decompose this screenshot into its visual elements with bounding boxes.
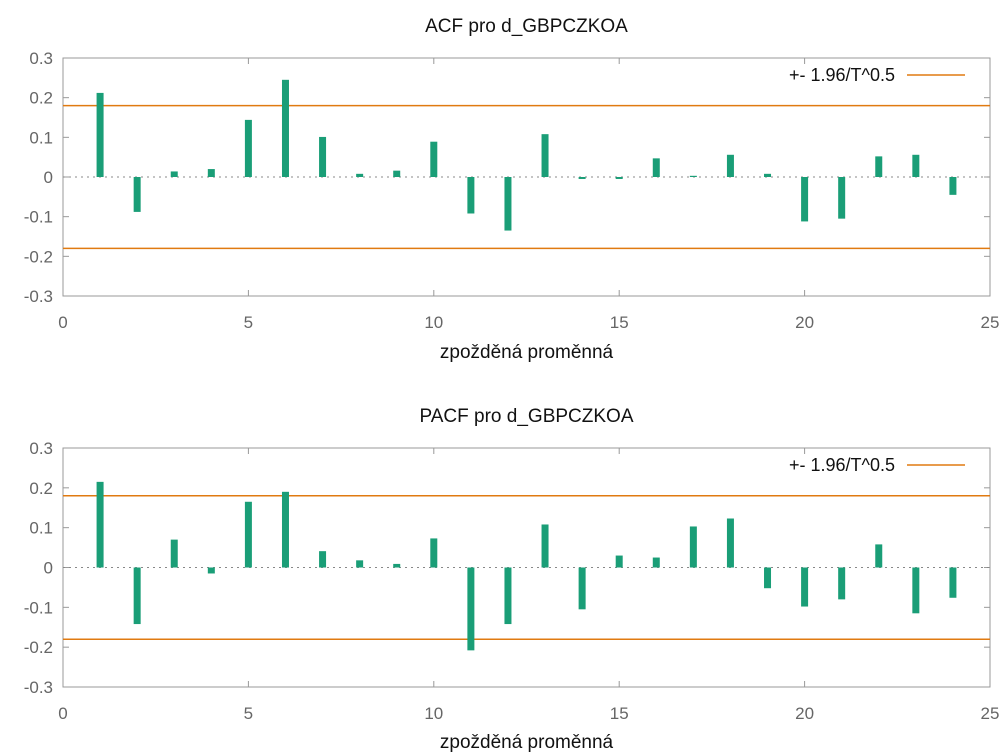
pacf-bar-lag-13	[541, 524, 549, 568]
acf-y-tick-label: 0	[44, 168, 53, 187]
acf-bar-lag-12	[504, 177, 512, 231]
pacf-bar-lag-8	[356, 560, 364, 568]
acf-bar-lag-9	[393, 170, 401, 177]
acf-bar-lag-3	[170, 171, 178, 177]
acf-bar-lag-10	[430, 141, 438, 177]
acf-x-tick-label: 0	[58, 313, 67, 332]
acf-bar-lag-4	[207, 169, 215, 177]
pacf-bar-lag-20	[801, 567, 809, 607]
acf-x-tick-label: 15	[610, 313, 629, 332]
acf-bar-lag-13	[541, 134, 549, 177]
acf-bar-lag-16	[652, 158, 660, 177]
acf-bar-lag-14	[578, 177, 586, 179]
pacf-panel: PACF pro d_GBPCZKOA 0.3 0.2 0.1 0 -0.1 -0.2 -0.…	[24, 406, 1000, 753]
acf-legend-label: +- 1.96/T^0.5	[789, 65, 895, 85]
acf-y-tick-label: 0.1	[29, 128, 53, 147]
pacf-bar-lag-2	[133, 567, 141, 625]
pacf-y-tick-label: 0.3	[29, 439, 53, 458]
pacf-bar-lag-4	[207, 567, 215, 574]
pacf-y-tick-label: -0.1	[24, 598, 53, 617]
pacf-y-tick-label: -0.3	[24, 678, 53, 697]
acf-x-tick-label: 20	[795, 313, 814, 332]
acf-bar-lag-21	[838, 177, 846, 219]
acf-y-tick-label: 0.2	[29, 89, 53, 108]
pacf-bar-lag-22	[875, 544, 883, 568]
pacf-chart-title: PACF pro d_GBPCZKOA	[420, 406, 634, 427]
pacf-bar-lag-10	[430, 538, 438, 568]
acf-y-tick-label: -0.2	[24, 247, 53, 266]
acf-x-axis-label: zpožděná proměnná	[440, 342, 614, 363]
pacf-bar-lag-6	[281, 491, 289, 568]
acf-bar-lag-15	[615, 177, 623, 179]
pacf-bar-lag-18	[726, 518, 734, 568]
acf-y-tick-label: -0.3	[24, 287, 53, 306]
acf-chart-title: ACF pro d_GBPCZKOA	[425, 16, 628, 37]
acf-bar-lag-19	[764, 173, 772, 177]
acf-x-tick-label: 25	[981, 313, 1000, 332]
pacf-x-tick-label: 20	[795, 704, 814, 723]
pacf-bar-lag-14	[578, 567, 586, 610]
pacf-bar-lag-15	[615, 555, 623, 568]
pacf-bar-lag-17	[689, 526, 697, 568]
pacf-x-tick-label: 15	[610, 704, 629, 723]
acf-x-tick-label: 5	[244, 313, 253, 332]
pacf-bar-lag-7	[319, 551, 327, 568]
pacf-x-tick-label: 0	[58, 704, 67, 723]
pacf-bar-lag-3	[170, 539, 178, 568]
pacf-bar-lag-5	[244, 501, 252, 568]
acf-bar-lag-17	[689, 175, 697, 177]
pacf-y-tick-label: -0.2	[24, 638, 53, 657]
acf-bar-lag-20	[801, 177, 809, 222]
pacf-bar-lag-19	[764, 567, 772, 589]
acf-bar-lag-1	[96, 92, 104, 177]
pacf-y-tick-label: 0.1	[29, 519, 53, 538]
pacf-y-tick-label: 0.2	[29, 479, 53, 498]
pacf-x-tick-label: 10	[424, 704, 443, 723]
acf-bar-lag-7	[319, 136, 327, 177]
pacf-legend-label: +- 1.96/T^0.5	[789, 455, 895, 475]
acf-y-tick-label: -0.1	[24, 208, 53, 227]
acf-bar-lag-18	[726, 154, 734, 177]
pacf-y-tick-label: 0	[44, 559, 53, 578]
pacf-x-tick-label: 25	[981, 704, 1000, 723]
acf-bar-lag-23	[912, 154, 920, 177]
acf-bar-lag-6	[281, 79, 289, 177]
pacf-bar-lag-12	[504, 567, 512, 625]
pacf-x-tick-label: 5	[244, 704, 253, 723]
pacf-bar-lag-1	[96, 481, 104, 568]
acf-bar-lag-2	[133, 177, 141, 212]
acf-bar-lag-11	[467, 177, 475, 214]
acf-bar-lag-24	[949, 177, 957, 195]
acf-x-tick-label: 10	[424, 313, 443, 332]
acf-y-tick-label: 0.3	[29, 49, 53, 68]
acf-bar-lag-22	[875, 156, 883, 177]
pacf-x-axis-label: zpožděná proměnná	[440, 732, 614, 753]
pacf-bar-lag-21	[838, 567, 846, 600]
pacf-bar-lag-24	[949, 567, 957, 598]
acf-bar-lag-8	[356, 173, 364, 177]
acf-panel: ACF pro d_GBPCZKOA 0.3 0.2 0.1 0 -0.1 -0.2 -0.3…	[24, 16, 1000, 363]
acf-bar-lag-5	[244, 119, 252, 177]
pacf-bar-lag-23	[912, 567, 920, 614]
pacf-bar-lag-11	[467, 567, 475, 651]
pacf-bar-lag-9	[393, 563, 401, 568]
pacf-bar-lag-16	[652, 557, 660, 568]
